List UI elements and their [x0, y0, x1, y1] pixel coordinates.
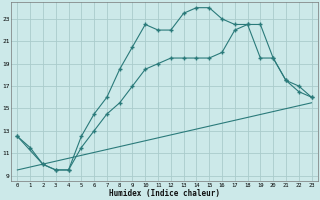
X-axis label: Humidex (Indice chaleur): Humidex (Indice chaleur) [109, 189, 220, 198]
